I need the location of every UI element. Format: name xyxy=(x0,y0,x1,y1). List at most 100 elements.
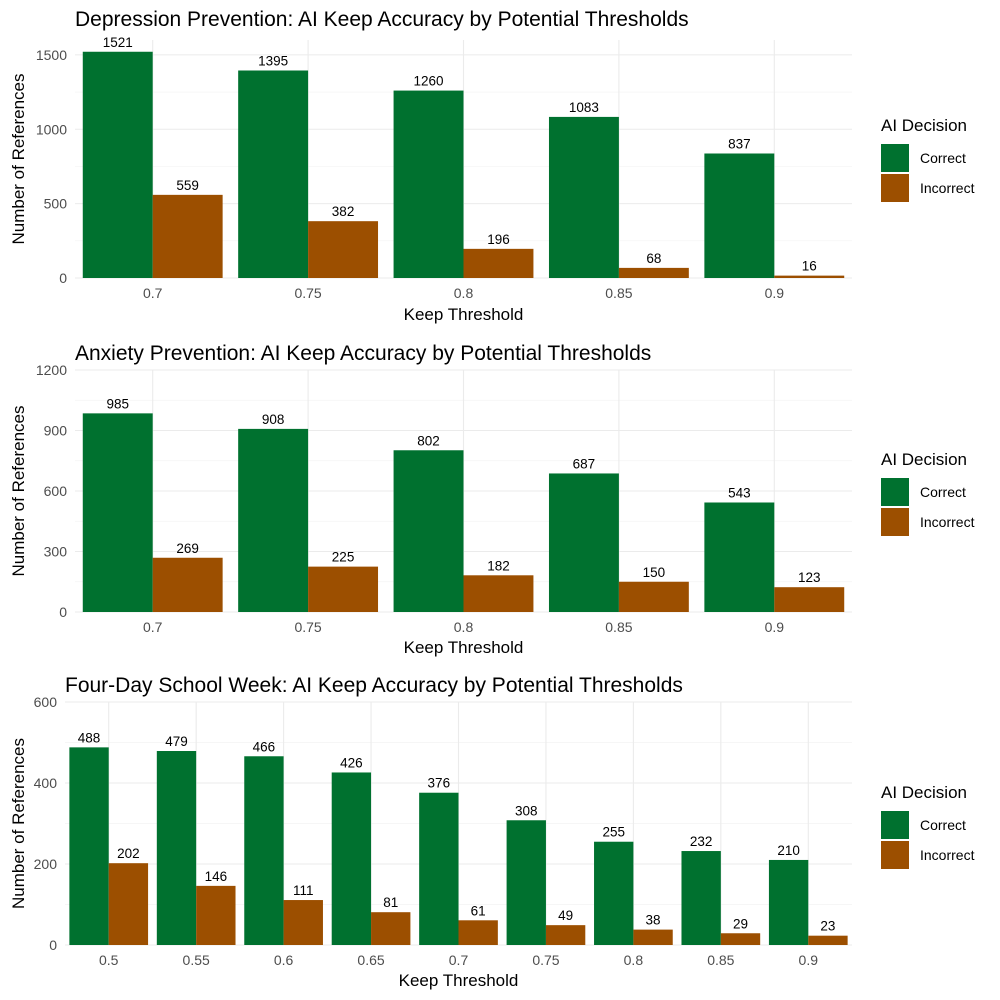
bar-correct-0.9 xyxy=(768,859,809,945)
x-tick-label: 0.8 xyxy=(454,285,474,301)
legend-key-incorrect xyxy=(881,508,909,536)
data-label-incorrect-0.75: 225 xyxy=(332,550,355,565)
legend-label-correct: Correct xyxy=(920,817,966,833)
data-label-correct-0.5: 488 xyxy=(78,730,101,745)
bar-correct-0.6 xyxy=(244,756,284,945)
bar-correct-0.8 xyxy=(594,841,634,945)
data-label-correct-0.6: 466 xyxy=(253,739,276,754)
legend: AI Decision Correct Incorrect xyxy=(881,450,975,536)
data-label-incorrect-0.75: 49 xyxy=(558,908,573,923)
x-tick-label: 0.85 xyxy=(605,619,632,635)
x-tick-label: 0.9 xyxy=(799,952,819,968)
x-tick-label: 0.5 xyxy=(99,952,119,968)
x-tick-label: 0.8 xyxy=(454,619,474,635)
bars: 1521 1395 1260 1083 837 559 382 196 68 16 xyxy=(82,35,845,279)
legend: AI Decision Correct Incorrect xyxy=(881,116,975,202)
chart-title: Four-Day School Week: AI Keep Accuracy b… xyxy=(65,674,683,697)
bar-incorrect-0.65 xyxy=(371,912,411,945)
data-label-correct-0.9: 837 xyxy=(728,136,751,151)
x-tick-label: 0.8 xyxy=(624,952,644,968)
bar-incorrect-0.75 xyxy=(308,221,379,278)
x-tick-label: 0.6 xyxy=(274,952,294,968)
data-label-incorrect-0.65: 81 xyxy=(383,895,398,910)
data-label-incorrect-0.7: 559 xyxy=(176,178,199,193)
data-label-correct-0.85: 1083 xyxy=(569,100,599,115)
bar-correct-0.85 xyxy=(548,473,619,612)
y-tick-label: 600 xyxy=(44,483,68,499)
legend-key-incorrect xyxy=(881,841,909,869)
bar-correct-0.8 xyxy=(393,90,464,278)
x-axis-title: Keep Threshold xyxy=(404,638,524,657)
bar-correct-0.9 xyxy=(704,502,775,612)
bar-incorrect-0.85 xyxy=(618,267,689,278)
data-label-incorrect-0.8: 196 xyxy=(487,232,510,247)
legend-title: AI Decision xyxy=(881,116,967,135)
data-label-incorrect-0.9: 16 xyxy=(802,259,817,274)
y-axis: 0 500 1000 1500 xyxy=(36,47,67,286)
data-label-incorrect-0.7: 61 xyxy=(471,903,486,918)
bar-incorrect-0.75 xyxy=(308,566,379,612)
legend-title: AI Decision xyxy=(881,450,967,469)
bar-incorrect-0.85 xyxy=(720,933,761,945)
data-label-correct-0.8: 802 xyxy=(417,433,440,448)
x-tick-label: 0.65 xyxy=(357,952,384,968)
x-tick-label: 0.9 xyxy=(765,619,785,635)
x-tick-label: 0.55 xyxy=(183,952,210,968)
data-label-correct-0.9: 543 xyxy=(728,485,751,500)
x-tick-label: 0.7 xyxy=(143,619,163,635)
bar-correct-0.55 xyxy=(156,751,197,945)
y-tick-label: 1500 xyxy=(36,47,67,63)
bar-incorrect-0.7 xyxy=(152,194,223,278)
bar-incorrect-0.55 xyxy=(196,885,236,945)
data-label-correct-0.8: 255 xyxy=(602,825,625,840)
x-axis-title: Keep Threshold xyxy=(399,971,519,990)
bar-incorrect-0.85 xyxy=(618,581,689,612)
bar-incorrect-0.9 xyxy=(774,587,845,612)
legend-key-correct xyxy=(881,478,909,506)
data-label-correct-0.9: 210 xyxy=(777,843,800,858)
data-label-correct-0.85: 232 xyxy=(690,834,713,849)
chart-panel-1: 1521 1395 1260 1083 837 559 382 196 68 16 0 500 1000… xyxy=(9,8,975,324)
data-label-correct-0.7: 985 xyxy=(106,396,129,411)
x-axis: 0.5 0.55 0.6 0.65 0.7 0.75 0.8 0.85 0.9 xyxy=(99,952,818,968)
data-label-correct-0.75: 1395 xyxy=(258,53,288,68)
legend-label-correct: Correct xyxy=(920,484,966,500)
data-label-incorrect-0.85: 68 xyxy=(646,251,661,266)
bar-incorrect-0.75 xyxy=(545,925,586,945)
y-tick-label: 0 xyxy=(49,937,57,953)
y-tick-label: 400 xyxy=(34,775,58,791)
data-label-incorrect-0.75: 382 xyxy=(332,204,355,219)
legend-label-incorrect: Incorrect xyxy=(920,180,975,196)
y-axis-title: Number of References xyxy=(9,73,28,244)
data-label-incorrect-0.85: 150 xyxy=(643,565,666,580)
y-tick-label: 0 xyxy=(59,604,67,620)
x-tick-label: 0.75 xyxy=(294,619,321,635)
chart-panel-2: 985 908 802 687 543 269 225 182 150 123 0 300 600 900… xyxy=(9,342,975,657)
data-label-correct-0.65: 426 xyxy=(340,755,363,770)
data-label-correct-0.75: 908 xyxy=(262,412,285,427)
bar-correct-0.7 xyxy=(419,792,459,945)
y-axis: 0 200 400 600 xyxy=(34,694,58,953)
data-label-correct-0.55: 479 xyxy=(165,734,188,749)
bar-incorrect-0.7 xyxy=(458,920,498,945)
y-tick-label: 300 xyxy=(44,544,68,560)
x-tick-label: 0.85 xyxy=(707,952,734,968)
data-label-incorrect-0.9: 123 xyxy=(798,570,821,585)
bar-incorrect-0.7 xyxy=(152,557,223,612)
x-axis-title: Keep Threshold xyxy=(404,305,524,324)
data-label-incorrect-0.9: 23 xyxy=(820,919,835,934)
x-tick-label: 0.75 xyxy=(294,285,321,301)
data-label-incorrect-0.8: 182 xyxy=(487,558,510,573)
bar-correct-0.75 xyxy=(238,70,309,279)
y-axis: 0 300 600 900 1200 xyxy=(36,362,67,620)
y-axis-title: Number of References xyxy=(9,738,28,909)
bar-correct-0.8 xyxy=(393,450,464,612)
legend-title: AI Decision xyxy=(881,783,967,802)
bar-correct-0.85 xyxy=(681,851,721,945)
x-tick-label: 0.85 xyxy=(605,285,632,301)
x-tick-label: 0.9 xyxy=(765,285,785,301)
chart-panel-3: 488 479 466 426 376 308 255 232 210 202 146 111 81 61… xyxy=(9,674,975,990)
data-label-correct-0.85: 687 xyxy=(573,456,596,471)
